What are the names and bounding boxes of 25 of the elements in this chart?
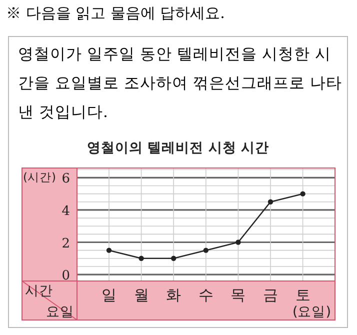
x-tick-label: 수 — [198, 286, 214, 304]
point — [138, 256, 144, 261]
point — [268, 199, 274, 204]
text: 영철이가 일주일 동안 텔레비전을 시청한 시간을 요일별로 조사하여 꺾은선그래프로 나타낸 것입니다. — [18, 44, 343, 123]
x-tick-label: 월 — [134, 286, 149, 304]
point — [171, 256, 176, 261]
y-tick-label: 2 — [62, 236, 70, 252]
text: 요일 — [46, 304, 74, 320]
y-tick-label: 6 — [62, 172, 70, 187]
x-tick-label: 일 — [102, 286, 116, 304]
x-tick-label: 금 — [263, 286, 278, 304]
y-tick-label: 4 — [62, 204, 70, 219]
point — [106, 248, 112, 253]
point — [236, 240, 241, 245]
y-axis-title: (시간) — [23, 170, 56, 184]
point — [300, 191, 306, 196]
x-axis-title: (요일) — [292, 304, 331, 320]
point — [203, 248, 208, 253]
x-tick-label: 화 — [166, 286, 182, 304]
text: ※ 다음을 읽고 물음에 답하세요. — [6, 4, 225, 23]
x-tick-label: 토 — [295, 286, 310, 304]
x-tick-label: 목 — [230, 286, 246, 304]
y-tick-label: 0 — [62, 268, 70, 284]
chart-title: 영철이의 텔레비전 시청 시간 — [86, 140, 270, 156]
text: 시간 — [25, 283, 53, 299]
